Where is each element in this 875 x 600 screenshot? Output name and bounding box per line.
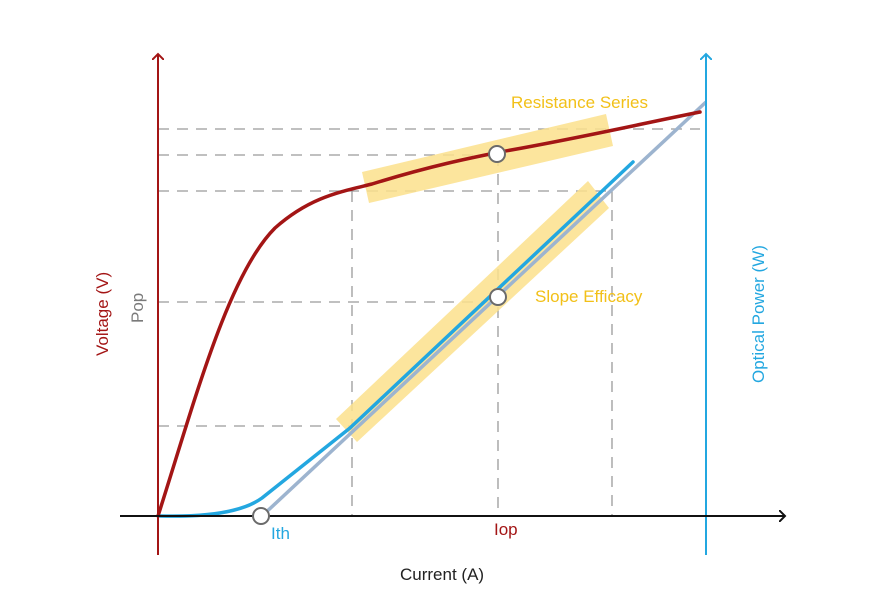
x-axis-label: Current (A) bbox=[400, 565, 484, 584]
optical-power-axis-label: Optical Power (W) bbox=[749, 245, 768, 383]
guide-lines bbox=[158, 128, 700, 516]
slope-efficacy-label: Slope Efficacy bbox=[535, 287, 643, 306]
pop-axis-label: Pop bbox=[128, 293, 147, 323]
iop-power-marker bbox=[489, 288, 507, 306]
ith-marker bbox=[252, 507, 270, 525]
resistance-series-highlight bbox=[362, 114, 613, 203]
slope-fit-line bbox=[260, 100, 708, 518]
iop-voltage-marker bbox=[488, 145, 506, 163]
voltage-axis-label: Voltage (V) bbox=[93, 272, 112, 356]
resistance-series-label: Resistance Series bbox=[511, 93, 648, 112]
iop-label: Iop bbox=[494, 520, 518, 539]
voltage-curve bbox=[156, 110, 702, 518]
ith-label: Ith bbox=[271, 524, 290, 543]
